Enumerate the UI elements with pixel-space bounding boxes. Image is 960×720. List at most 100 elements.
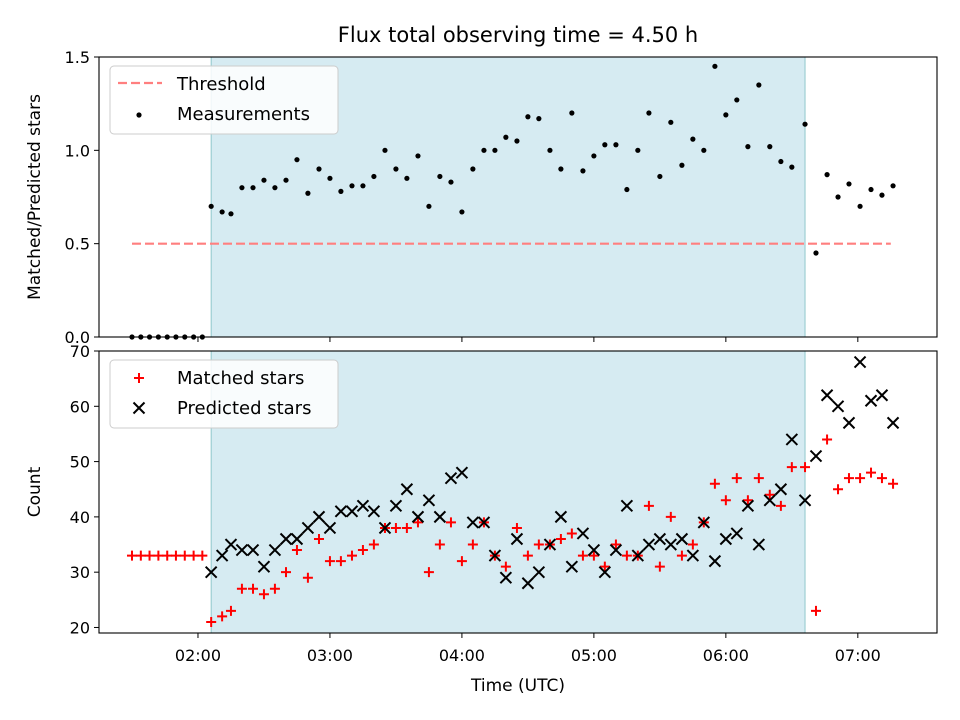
matched-star-point [258, 589, 269, 600]
predicted-star-point [433, 510, 447, 524]
measurement-point [316, 166, 322, 172]
predicted-star-point [875, 389, 889, 402]
predicted-star-point [204, 565, 218, 579]
predicted-star-point [631, 549, 645, 562]
predicted-star-point [235, 543, 249, 557]
matched-star-point [206, 616, 217, 627]
measurement-point [734, 97, 740, 103]
predicted-star-point [576, 527, 590, 540]
y-tick-label: 60 [70, 397, 90, 416]
top-panel-ratio: 0.0 0.5 1.0 1.5 Matched/Predicted stars Thres… [25, 48, 938, 347]
matched-star-point [709, 478, 720, 489]
measurement-point [305, 190, 311, 196]
legend-matched-swatch [134, 373, 144, 383]
measurement-point [360, 183, 366, 189]
matched-star-point [346, 550, 357, 561]
matched-star-point [456, 556, 467, 567]
legend-measurement-swatch [136, 112, 142, 118]
predicted-star-point [389, 499, 403, 513]
x-tick-label: 07:00 [835, 646, 881, 665]
predicted-star-point [488, 549, 502, 562]
predicted-star-point [565, 560, 579, 573]
predicted-star-point [809, 449, 823, 463]
matched-star-point [577, 550, 588, 561]
measurement-point [382, 147, 388, 153]
predicted-star-point [246, 543, 260, 557]
measurement-point [349, 183, 355, 189]
predicted-star-point [268, 543, 282, 557]
x-tick-label: 04:00 [439, 646, 485, 665]
predicted-star-point [642, 538, 656, 551]
matched-star-point [533, 539, 544, 550]
predicted-star-point [620, 499, 634, 513]
matched-star-point [179, 550, 190, 561]
measurement-point [778, 158, 784, 165]
predicted-star-point [215, 549, 229, 562]
measurement-point [492, 147, 498, 153]
matched-star-point [764, 489, 775, 500]
measurement-point [824, 172, 830, 178]
matched-star-point [248, 583, 259, 594]
measurement-point [219, 209, 225, 215]
predicted-star-point [466, 516, 480, 529]
matched-star-point [357, 545, 368, 556]
matched-star-point [170, 550, 181, 561]
measurement-point [723, 112, 729, 118]
measurement-point [294, 157, 300, 163]
measurement-point [857, 203, 863, 209]
measurement-point [283, 177, 289, 183]
bottom-panel-counts: 20 30 40 50 60 70 02:00 03:00 04:00 05:00 06:00 07:… [25, 342, 938, 665]
predicted-star-point [708, 554, 722, 568]
predicted-star-point [345, 505, 359, 518]
bottom-legend-box [109, 359, 339, 429]
measurement-point [272, 185, 278, 191]
matched-star-point [401, 522, 412, 533]
predicted-star-point [785, 433, 799, 446]
predicted-star-point [224, 538, 238, 551]
matched-star-point [720, 495, 731, 506]
x-tick-label: 03:00 [307, 646, 353, 665]
matched-star-point [188, 550, 199, 561]
matched-star-point [302, 572, 313, 583]
matched-star-point [434, 539, 445, 550]
measurement-point [868, 186, 874, 193]
matched-star-point [225, 605, 236, 616]
measurement-point [591, 153, 597, 159]
measurement-point [569, 110, 575, 116]
matched-star-point [810, 605, 821, 616]
matched-star-point [153, 550, 164, 561]
matched-star-point [888, 478, 899, 489]
measurement-point [481, 147, 487, 153]
matched-star-point [423, 567, 434, 578]
measurement-point [558, 166, 564, 172]
matched-star-point [162, 550, 173, 561]
measurement-point [261, 177, 267, 183]
predicted-star-point [763, 494, 777, 507]
predicted-star-point [422, 494, 436, 507]
matched-star-point [511, 522, 522, 533]
measurement-point [580, 168, 586, 174]
measurement-point [415, 153, 421, 159]
measurement-point [228, 211, 234, 217]
matched-star-point [500, 561, 511, 572]
predicted-star-point [257, 560, 271, 573]
predicted-star-point [686, 549, 700, 562]
matched-star-point [855, 473, 866, 484]
matched-star-point [445, 517, 456, 528]
measurement-point [635, 147, 641, 153]
measurement-point [338, 188, 344, 194]
matched-star-point [822, 434, 833, 445]
y-tick-label: 40 [70, 508, 90, 527]
y-tick-label: 1.5 [65, 48, 90, 67]
matched-star-point [599, 561, 610, 572]
predicted-star-point [741, 499, 755, 513]
x-tick-label: 02:00 [175, 646, 221, 665]
predicted-star-point [477, 516, 491, 529]
matched-star-point [335, 556, 346, 567]
matched-star-point [217, 611, 228, 622]
predicted-star-point [444, 471, 458, 485]
predicted-star-point [510, 532, 524, 546]
measurement-point [503, 134, 509, 140]
matched-star-point [566, 528, 577, 539]
matched-star-point [654, 561, 665, 572]
